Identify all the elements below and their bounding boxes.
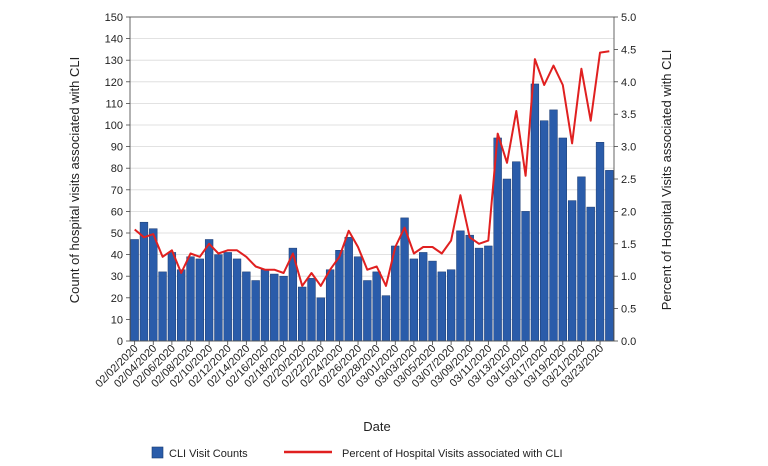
y2-tick-label: 4.5 (621, 44, 636, 56)
bar (242, 271, 251, 342)
bar (130, 239, 139, 342)
y2-tick-label: 1.0 (621, 271, 636, 283)
bar (605, 170, 614, 342)
bar (307, 278, 316, 342)
y2-tick-label: 4.0 (621, 77, 636, 89)
legend: CLI Visit Counts Percent of Hospital Vis… (151, 446, 563, 460)
y2-axis-label: Percent of Hospital Visits associated wi… (659, 50, 674, 311)
gridlines (130, 38, 614, 320)
bar (549, 109, 558, 342)
legend-swatch-bar (151, 446, 164, 459)
bar (502, 178, 512, 342)
bar (567, 200, 577, 342)
bar (260, 269, 270, 342)
bar (419, 252, 428, 342)
bar (586, 206, 595, 342)
bar (363, 280, 372, 342)
bar (204, 239, 214, 342)
percent-line (134, 50, 610, 287)
bar (530, 83, 540, 342)
bar (335, 250, 344, 342)
y-tick-label: 70 (111, 185, 123, 197)
right-axis-ticks: 0.0 0.5 1.0 1.5 2.0 2.5 3.0 3.5 4.0 4.5 5.0 (614, 12, 636, 348)
y2-tick-label: 3.0 (621, 142, 636, 154)
bar (344, 237, 353, 342)
bar (139, 221, 149, 342)
y2-tick-label: 5.0 (621, 12, 636, 24)
y-tick-label: 150 (105, 12, 123, 24)
bar (214, 254, 223, 342)
y2-tick-label: 0.0 (621, 336, 636, 348)
bar (316, 297, 325, 342)
bar-series (130, 83, 614, 342)
y-tick-label: 60 (111, 206, 123, 218)
bar (232, 258, 242, 342)
y-tick-label: 40 (111, 250, 123, 262)
bar (512, 161, 521, 342)
bar (456, 230, 465, 342)
x-axis-label: Date (363, 419, 390, 434)
bar (484, 245, 493, 342)
y-tick-label: 130 (105, 55, 123, 67)
y-tick-label: 50 (111, 228, 123, 240)
bar (298, 286, 307, 342)
bar (372, 271, 381, 342)
y2-tick-label: 1.5 (621, 239, 636, 251)
bar (325, 269, 335, 342)
bar (577, 176, 586, 342)
y-tick-label: 90 (111, 142, 123, 154)
y-tick-label: 100 (105, 120, 123, 132)
y2-tick-label: 2.0 (621, 206, 636, 218)
legend-label-bar: CLI Visit Counts (169, 448, 248, 460)
y2-tick-label: 2.5 (621, 174, 636, 186)
y-tick-label: 30 (111, 271, 123, 283)
bar (177, 269, 186, 342)
bar (521, 211, 530, 342)
y-tick-label: 10 (111, 314, 123, 326)
y-axis-label: Count of hospital visits associated with… (67, 57, 82, 303)
bar (381, 295, 391, 342)
line-series (134, 50, 610, 287)
y2-tick-label: 3.5 (621, 109, 636, 121)
y-tick-label: 20 (111, 293, 123, 305)
y2-tick-label: 0.5 (621, 304, 636, 316)
left-axis-ticks: 0 10 20 30 40 50 60 70 80 90 100 110 120 130 140 150 (105, 12, 130, 348)
bar (437, 271, 446, 342)
legend-label-line: Percent of Hospital Visits associated wi… (342, 448, 563, 460)
bar (251, 280, 260, 342)
bar (540, 120, 549, 342)
y-tick-label: 140 (105, 34, 123, 46)
bar (465, 234, 474, 342)
bar (158, 271, 167, 342)
bar (270, 273, 279, 342)
x-axis-ticks: 02/02/202002/04/202002/06/202002/08/2020… (93, 341, 606, 390)
bar (428, 260, 437, 342)
y-tick-label: 0 (117, 336, 123, 348)
bar (595, 142, 605, 342)
bar (195, 258, 204, 342)
bar (167, 252, 177, 342)
bar (409, 258, 419, 342)
bar (353, 256, 363, 342)
bar (149, 228, 158, 342)
y-tick-label: 80 (111, 163, 123, 175)
bar (558, 137, 567, 342)
bar (279, 275, 288, 342)
y-tick-label: 120 (105, 77, 123, 89)
bar (186, 256, 195, 342)
bar (474, 247, 484, 342)
bar (223, 252, 232, 342)
bar (446, 269, 456, 342)
y-tick-label: 110 (105, 98, 123, 110)
